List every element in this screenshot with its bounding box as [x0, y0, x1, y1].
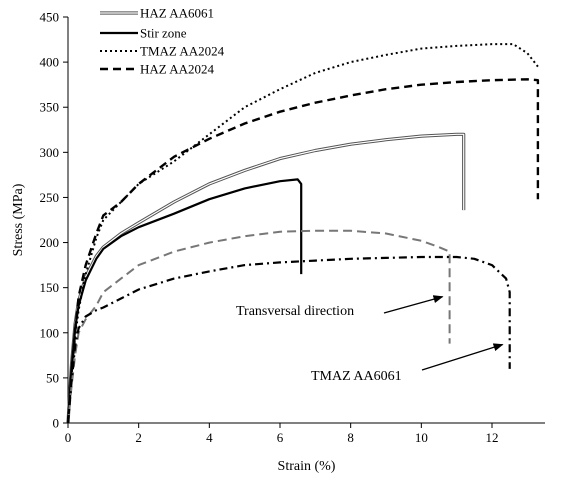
y-tick-label: 250 [40, 190, 60, 205]
y-tick-label: 300 [40, 145, 60, 160]
y-tick-label: 400 [40, 55, 60, 70]
x-tick-label: 12 [486, 430, 499, 445]
x-tick-label: 10 [415, 430, 428, 445]
y-tick-label: 0 [53, 416, 60, 431]
y-tick-label: 50 [46, 370, 59, 385]
series-layer [66, 43, 540, 424]
legend-item: HAZ AA6061 [100, 6, 214, 21]
legend-item: TMAZ AA2024 [100, 44, 225, 59]
legend-label: HAZ AA6061 [140, 6, 214, 21]
axes [67, 17, 545, 424]
y-axis-label: Stress (MPa) [11, 183, 26, 256]
legend-label: TMAZ AA2024 [140, 44, 225, 59]
x-tick-label: 0 [65, 430, 72, 445]
annotations: Transversal direction TMAZ AA6061 [236, 295, 504, 384]
y-tick-label: 350 [40, 100, 60, 115]
x-tick-label: 2 [135, 430, 142, 445]
legend: HAZ AA6061 Stir zone TMAZ AA2024 HAZ AA2024 [100, 6, 225, 77]
y-tick-label: 150 [40, 280, 60, 295]
series-1 [66, 132, 466, 424]
series-line [67, 133, 465, 424]
annotation-text: Transversal direction [236, 304, 354, 319]
legend-item: Stir zone [100, 26, 187, 41]
ticks: 0 2 4 6 8 10 12 0 50 100 150 200 250 300 350 400 450 [40, 10, 499, 446]
y-tick-label: 450 [40, 10, 60, 25]
x-tick-label: 6 [277, 430, 284, 445]
annotation-text: TMAZ AA6061 [311, 369, 402, 384]
x-tick-label: 8 [347, 430, 354, 445]
annotation-arrow [383, 295, 444, 314]
series-line [67, 229, 451, 424]
y-tick-label: 100 [40, 325, 60, 340]
legend-item: HAZ AA2024 [100, 62, 215, 77]
series-3 [67, 43, 539, 424]
annotation-arrow [421, 343, 504, 371]
legend-label: Stir zone [140, 26, 187, 41]
x-axis-label: Strain (%) [278, 459, 336, 474]
x-tick-label: 4 [206, 430, 213, 445]
series-line [66, 255, 511, 424]
legend-label: HAZ AA2024 [140, 62, 215, 77]
series-line [66, 78, 540, 424]
series-6 [66, 255, 511, 424]
series-line [66, 132, 466, 424]
series-line [67, 43, 539, 424]
series-5 [67, 229, 451, 424]
y-tick-label: 200 [40, 235, 60, 250]
series-4 [66, 78, 540, 424]
